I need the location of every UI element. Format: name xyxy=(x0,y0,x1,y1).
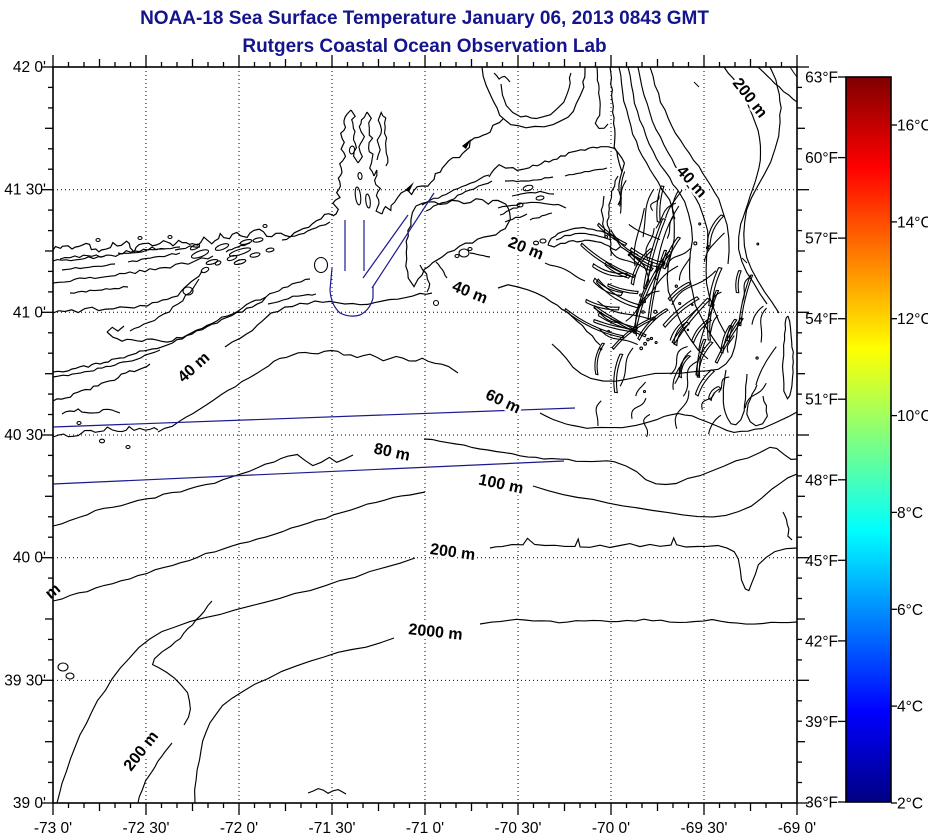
svg-text:16°C: 16°C xyxy=(897,118,928,135)
svg-text:39°F: 39°F xyxy=(805,714,838,731)
svg-text:200 m: 200 m xyxy=(729,75,770,121)
svg-text:63°F: 63°F xyxy=(805,70,838,87)
svg-text:42 0': 42 0' xyxy=(13,59,46,76)
svg-text:41 30': 41 30' xyxy=(4,182,46,199)
svg-text:-70 0': -70 0' xyxy=(592,820,630,837)
svg-text:-73 0': -73 0' xyxy=(34,820,72,837)
svg-text:-69 0': -69 0' xyxy=(778,820,816,837)
svg-text:42°F: 42°F xyxy=(805,633,838,650)
svg-text:14°C: 14°C xyxy=(897,214,928,231)
svg-text:8°C: 8°C xyxy=(897,505,923,522)
svg-text:6°C: 6°C xyxy=(897,602,923,619)
svg-text:60 m: 60 m xyxy=(483,387,523,418)
svg-text:48°F: 48°F xyxy=(805,472,838,489)
svg-text:-72 0': -72 0' xyxy=(220,820,258,837)
svg-text:40 m: 40 m xyxy=(175,349,213,386)
svg-text:40 m: 40 m xyxy=(450,278,490,307)
svg-text:10°C: 10°C xyxy=(897,408,928,425)
svg-text:-69 30': -69 30' xyxy=(681,820,728,837)
svg-text:-70 30': -70 30' xyxy=(495,820,542,837)
svg-text:200 m: 200 m xyxy=(429,541,476,564)
svg-text:80 m: 80 m xyxy=(372,440,411,464)
svg-text:39 0': 39 0' xyxy=(13,795,46,812)
svg-text:40 0': 40 0' xyxy=(13,550,46,567)
svg-text:12°C: 12°C xyxy=(897,311,928,328)
svg-text:45°F: 45°F xyxy=(805,553,838,570)
svg-text:39 30': 39 30' xyxy=(4,672,46,689)
svg-text:51°F: 51°F xyxy=(805,392,838,409)
svg-text:200 m: 200 m xyxy=(121,728,162,774)
svg-text:4°C: 4°C xyxy=(897,699,923,716)
svg-text:-71 30': -71 30' xyxy=(309,820,356,837)
svg-text:2°C: 2°C xyxy=(897,796,923,813)
svg-text:2000 m: 2000 m xyxy=(408,621,464,644)
svg-text:57°F: 57°F xyxy=(805,231,838,248)
svg-text:54°F: 54°F xyxy=(805,311,838,328)
svg-text:-72 30': -72 30' xyxy=(123,820,170,837)
svg-text:41 0': 41 0' xyxy=(13,304,46,321)
svg-text:20 m: 20 m xyxy=(506,234,546,263)
svg-text:36°F: 36°F xyxy=(805,795,838,812)
svg-text:60°F: 60°F xyxy=(805,150,838,167)
svg-text:40 30': 40 30' xyxy=(4,427,46,444)
svg-text:-71 0': -71 0' xyxy=(406,820,444,837)
